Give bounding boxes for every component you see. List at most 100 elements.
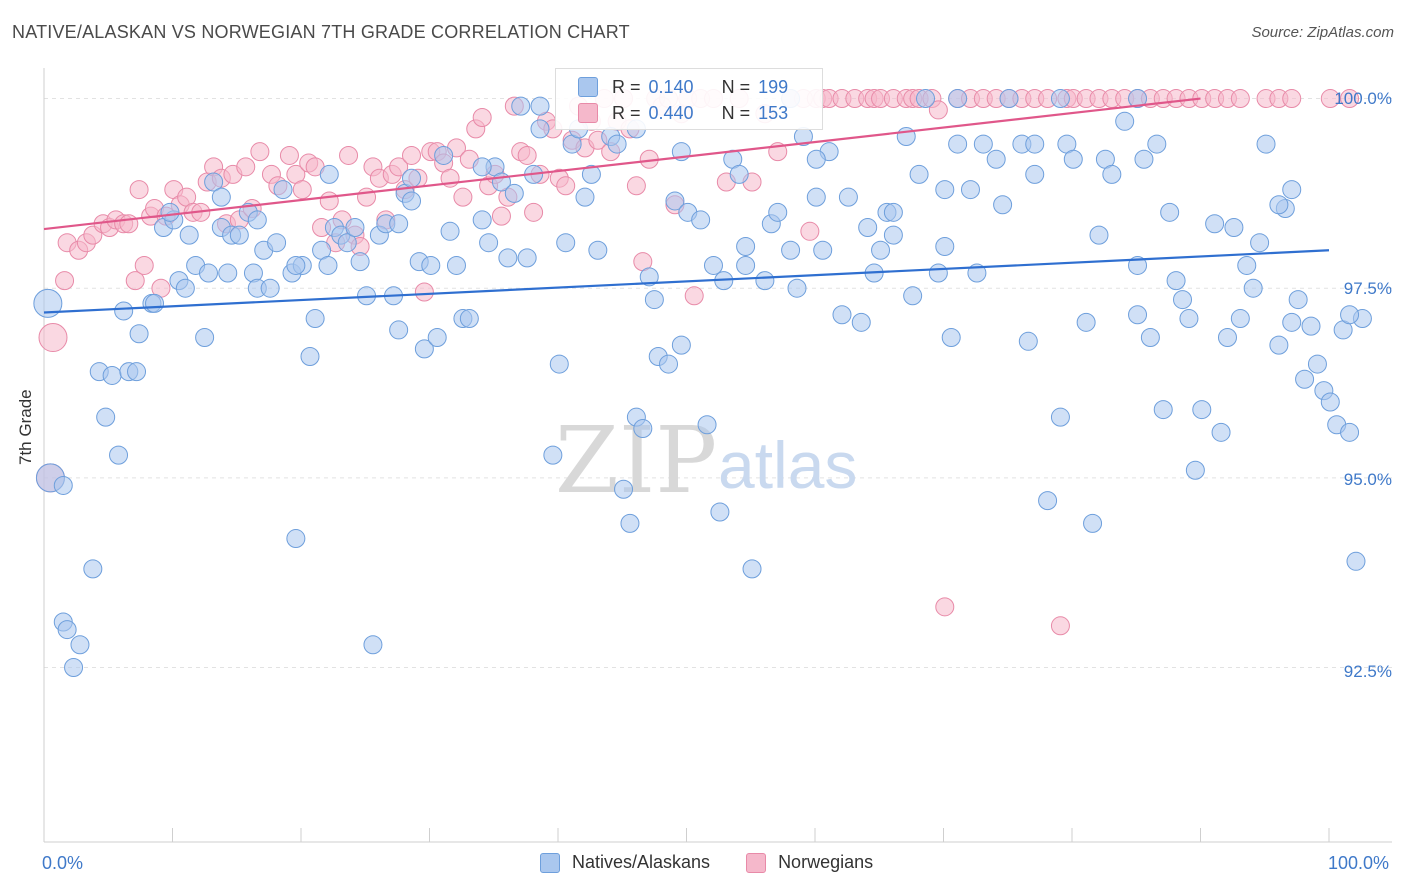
point-natives [935, 180, 955, 200]
point-natives [941, 328, 961, 348]
point-norwegians [119, 214, 139, 234]
point-natives [1018, 331, 1038, 351]
point-norwegians [129, 180, 149, 200]
point-norwegians [38, 323, 68, 353]
point-natives [160, 202, 180, 222]
point-natives [575, 187, 595, 207]
point-natives [402, 168, 422, 188]
point-natives [1089, 225, 1109, 245]
chart-title: NATIVE/ALASKAN VS NORWEGIAN 7TH GRADE CO… [12, 22, 630, 42]
point-natives [53, 475, 73, 495]
point-natives [703, 255, 723, 275]
point-natives [973, 134, 993, 154]
y-tick-100: 100.0% [1334, 89, 1392, 108]
point-norwegians [236, 157, 256, 177]
point-natives [1282, 312, 1302, 332]
point-natives [1205, 214, 1225, 234]
point-natives [1173, 290, 1193, 310]
point-norwegians [453, 187, 473, 207]
point-norwegians [935, 597, 955, 617]
legend-item-natives[interactable]: Natives/Alaskans [540, 852, 710, 873]
point-natives [1301, 316, 1321, 336]
point-natives [1038, 491, 1058, 511]
point-natives [1128, 305, 1148, 325]
point-natives [1153, 400, 1173, 420]
point-natives [1025, 164, 1045, 184]
point-natives [427, 328, 447, 348]
point-natives [742, 559, 762, 579]
point-natives [768, 202, 788, 222]
point-natives [1307, 354, 1327, 374]
point-natives [639, 267, 659, 287]
point-natives [1295, 369, 1315, 389]
y-tick-92-5: 92.5% [1343, 662, 1392, 681]
point-natives [986, 149, 1006, 169]
point-natives [806, 187, 826, 207]
point-natives [33, 288, 63, 318]
point-norwegians [1050, 616, 1070, 636]
point-natives [1160, 202, 1180, 222]
point-natives [935, 236, 955, 256]
point-norwegians [134, 255, 154, 275]
point-natives [1250, 233, 1270, 253]
legend-label-natives: Natives/Alaskans [572, 852, 711, 872]
point-natives [345, 218, 365, 238]
point-natives [999, 89, 1019, 109]
point-natives [543, 445, 563, 465]
point-natives [300, 346, 320, 366]
point-natives [1147, 134, 1167, 154]
point-natives [1282, 180, 1302, 200]
point-natives [109, 445, 129, 465]
point-natives [260, 278, 280, 298]
point-norwegians [1340, 89, 1360, 109]
trend-lines [43, 97, 1330, 314]
point-natives [620, 513, 640, 533]
pink-swatch [578, 103, 598, 123]
point-natives [1288, 290, 1308, 310]
point-natives [1230, 309, 1250, 329]
point-natives [337, 233, 357, 253]
point-natives [504, 183, 524, 203]
point-norwegians [524, 202, 544, 222]
point-natives [1320, 392, 1340, 412]
point-natives [350, 252, 370, 272]
point-natives [1179, 309, 1199, 329]
point-natives [198, 263, 218, 283]
point-natives [204, 172, 224, 192]
point-norwegians [517, 145, 537, 165]
point-norwegians [125, 271, 145, 291]
legend-item-norwegians[interactable]: Norwegians [746, 852, 873, 873]
point-natives [318, 255, 338, 275]
point-natives [389, 214, 409, 234]
point-natives [671, 335, 691, 355]
y-axis-label: 7th Grade [16, 389, 35, 465]
point-natives [247, 210, 267, 230]
point-natives [127, 362, 147, 382]
point-natives [389, 320, 409, 340]
point-natives [1083, 513, 1103, 533]
point-norwegians [292, 180, 312, 200]
blue-swatch [540, 852, 560, 873]
r-label: R = [612, 102, 641, 123]
point-natives [659, 354, 679, 374]
point-natives [665, 191, 685, 211]
point-natives [729, 164, 749, 184]
point-natives [838, 187, 858, 207]
point-natives [1102, 164, 1122, 184]
point-natives [556, 233, 576, 253]
point-norwegians [556, 176, 576, 196]
point-natives [319, 164, 339, 184]
point-natives [806, 149, 826, 169]
point-natives [916, 89, 936, 109]
point-natives [736, 236, 756, 256]
point-natives [832, 305, 852, 325]
point-natives [145, 293, 165, 313]
point-natives [305, 309, 325, 329]
point-natives [517, 248, 537, 268]
stats-row-natives: R = 0.140 N = 199 [578, 75, 788, 99]
series-norwegians [35, 89, 1360, 636]
point-natives [218, 263, 238, 283]
point-natives [64, 658, 84, 678]
point-natives [267, 233, 287, 253]
point-norwegians [402, 145, 422, 165]
